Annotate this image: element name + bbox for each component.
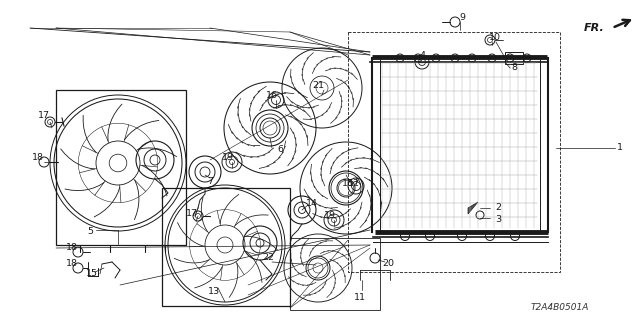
Text: FR.: FR. <box>584 23 605 33</box>
Bar <box>290 238 380 310</box>
Text: 12: 12 <box>348 180 360 188</box>
Bar <box>348 32 560 272</box>
Text: T2A4B0501A: T2A4B0501A <box>531 303 589 312</box>
Text: 18: 18 <box>32 154 44 163</box>
Text: 16: 16 <box>266 92 278 100</box>
Text: 22: 22 <box>262 253 274 262</box>
Text: 5: 5 <box>87 228 93 236</box>
Text: 17: 17 <box>38 111 50 121</box>
Text: 2: 2 <box>495 203 501 212</box>
Polygon shape <box>468 202 478 214</box>
Text: 15: 15 <box>86 269 98 278</box>
Text: 18: 18 <box>66 244 78 252</box>
Text: 14: 14 <box>306 199 318 209</box>
Text: 17: 17 <box>186 210 198 219</box>
Text: 10: 10 <box>489 34 501 43</box>
Bar <box>56 90 186 245</box>
Text: 21: 21 <box>312 82 324 91</box>
Text: 18: 18 <box>66 260 78 268</box>
Text: 16: 16 <box>342 179 354 188</box>
Text: 1: 1 <box>617 143 623 153</box>
Text: 7: 7 <box>207 178 213 187</box>
Bar <box>505 52 523 64</box>
Text: 6: 6 <box>277 146 283 155</box>
Text: 19: 19 <box>222 154 234 163</box>
Text: 19: 19 <box>324 211 336 220</box>
Text: 9: 9 <box>459 13 465 22</box>
Text: 11: 11 <box>354 292 366 301</box>
Text: 3: 3 <box>495 215 501 225</box>
Text: 20: 20 <box>382 260 394 268</box>
Text: 13: 13 <box>208 287 220 297</box>
Text: 4: 4 <box>419 51 425 60</box>
Bar <box>162 188 290 306</box>
Text: 8: 8 <box>511 63 517 73</box>
